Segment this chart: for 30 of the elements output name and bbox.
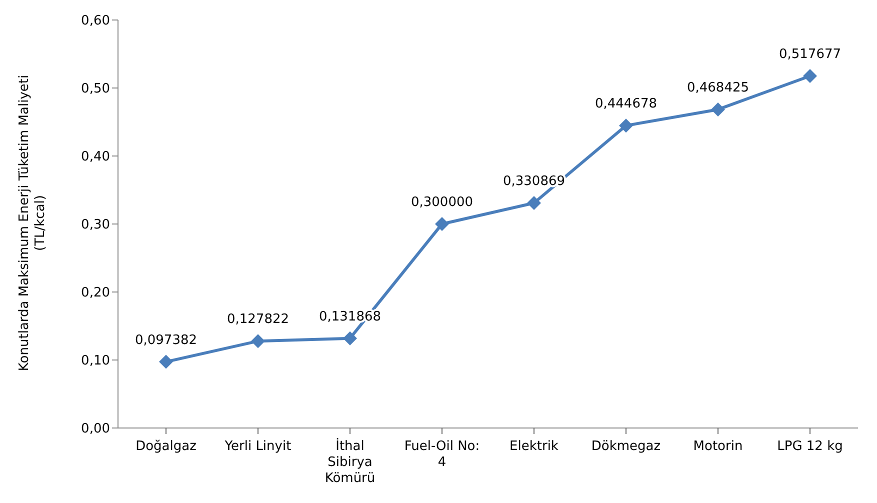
x-tick-label: Motorin [693,439,743,454]
point [711,102,725,116]
x-tick-label: Doğalgaz [136,439,197,454]
data-label: 0,517677 [778,46,842,62]
point [159,354,173,369]
data-label: 0,097382 [134,332,198,348]
y-tick-label: 0,40 [81,150,110,165]
y-tick-label: 0,00 [81,422,110,437]
y-tick-label: 0,50 [81,82,110,97]
point [435,217,449,231]
point [803,68,817,83]
y-tick-label: 0,30 [81,218,110,233]
point [527,196,541,210]
x-tick-label: İthal Sibirya Kömürü [324,438,376,486]
point [251,334,265,348]
x-tick-label: Fuel-Oil No: 4 [404,439,480,470]
y-tick-label: 0,20 [81,286,110,301]
y-axis-title: Konutlarda Maksimum Enerji Tüketim Maliyeti (TL/kcal) [17,74,48,372]
data-label: 0,444678 [594,96,658,112]
x-tick-label: Dökmegaz [591,439,661,454]
y-tick-label: 0,60 [81,14,110,29]
data-label: 0,127822 [226,312,290,328]
data-label: 0,468425 [686,80,750,96]
data-label: 0,300000 [410,195,474,210]
point [343,331,357,346]
point [619,118,633,133]
y-tick-label: 0,10 [81,354,110,369]
x-tick-label: Yerli Linyit [224,439,292,454]
x-tick-label: Elektrik [510,439,559,454]
x-tick-label: LPG 12 kg [777,439,843,454]
